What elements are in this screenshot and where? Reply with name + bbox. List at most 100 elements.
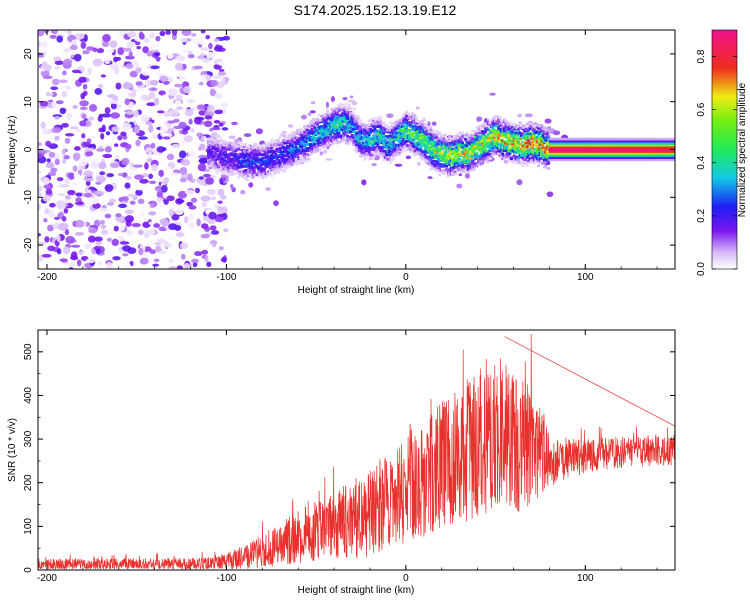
heatmap-cell xyxy=(42,177,50,185)
heatmap-cell xyxy=(524,137,528,141)
heatmap-cell xyxy=(488,142,492,146)
heatmap-cell xyxy=(583,146,586,149)
heatmap-cell xyxy=(75,128,81,133)
heatmap-cell xyxy=(251,175,255,178)
heatmap-cell xyxy=(609,137,612,141)
heatmap-cell xyxy=(150,142,156,149)
heatmap-cell xyxy=(217,165,220,169)
heatmap-cell xyxy=(517,148,520,152)
heatmap-cell xyxy=(472,161,476,165)
heatmap-cell xyxy=(373,134,377,138)
heatmap-cell xyxy=(452,158,456,161)
heatmap-cell xyxy=(49,202,56,208)
heatmap-cell xyxy=(321,141,325,144)
heatmap-cell xyxy=(293,141,296,145)
heatmap-cell xyxy=(367,119,371,123)
heatmap-cell xyxy=(403,138,407,141)
heatmap-cell xyxy=(528,157,532,161)
heatmap-cell xyxy=(476,156,480,159)
heatmap-cell xyxy=(298,145,302,148)
heatmap-cell xyxy=(508,155,512,159)
heatmap-cell xyxy=(420,138,424,142)
heatmap-cell xyxy=(494,152,497,156)
heatmap-cell xyxy=(238,166,242,169)
heatmap-cell xyxy=(160,219,170,227)
heatmap-cell xyxy=(397,122,401,125)
heatmap-cell xyxy=(222,177,227,181)
heatmap-cell xyxy=(563,144,566,147)
heatmap-cell xyxy=(208,211,217,220)
heatmap-cell xyxy=(232,162,236,166)
heatmap-cell xyxy=(613,154,617,157)
heatmap-cell xyxy=(530,136,533,139)
heatmap-cell xyxy=(607,148,611,151)
heatmap-cell xyxy=(303,140,307,143)
heatmap-cell xyxy=(507,153,510,157)
heatmap-cell xyxy=(418,143,421,146)
heatmap-cell xyxy=(350,118,354,122)
heatmap-cell xyxy=(436,142,440,145)
heatmap-cell xyxy=(553,139,556,143)
heatmap-cell xyxy=(520,154,523,157)
heatmap-cell xyxy=(534,148,538,151)
heatmap-cell xyxy=(425,144,429,147)
heatmap-cell xyxy=(337,131,341,135)
heatmap-cell xyxy=(448,163,452,167)
heatmap-cell xyxy=(478,125,482,128)
heatmap-cell xyxy=(609,146,612,149)
heatmap-cell xyxy=(242,170,246,174)
heatmap-cell xyxy=(49,230,59,238)
heatmap-cell xyxy=(62,199,71,204)
heatmap-cell xyxy=(551,139,555,143)
heatmap-cell xyxy=(114,67,120,75)
heatmap-cell xyxy=(220,232,230,239)
heatmap-cell xyxy=(379,124,383,128)
heatmap-cell xyxy=(146,30,154,34)
heatmap-cell xyxy=(357,125,361,129)
heatmap-cell xyxy=(250,151,253,155)
heatmap-cell xyxy=(504,123,508,126)
heatmap-cell xyxy=(469,161,473,165)
heatmap-cell xyxy=(560,158,563,162)
heatmap-cell xyxy=(329,131,332,134)
heatmap-cell xyxy=(505,143,509,147)
heatmap-cell xyxy=(567,158,571,162)
heatmap-cell xyxy=(428,135,431,139)
heatmap-cell xyxy=(555,146,559,149)
heatmap-cell xyxy=(547,129,551,132)
heatmap-cell xyxy=(316,139,319,143)
heatmap-cell xyxy=(611,156,615,160)
heatmap-cell xyxy=(324,116,328,119)
heatmap-cell xyxy=(364,146,368,150)
heatmap-cell xyxy=(326,110,330,114)
heatmap-cell xyxy=(435,156,439,159)
heatmap-cell xyxy=(581,158,585,162)
heatmap-cell xyxy=(486,121,490,124)
heatmap-cell xyxy=(489,130,493,134)
heatmap-cell xyxy=(308,137,312,140)
heatmap-cell xyxy=(319,125,322,129)
heatmap-cell xyxy=(263,153,266,156)
heatmap-cell xyxy=(606,158,609,162)
heatmap-cell xyxy=(273,150,276,153)
heatmap-cell xyxy=(541,135,545,139)
heatmap-cell xyxy=(343,138,347,142)
heatmap-cell xyxy=(283,157,286,161)
heatmap-cell xyxy=(597,146,601,149)
heatmap-cell xyxy=(238,171,242,175)
heatmap-cell xyxy=(456,148,460,152)
heatmap-cell xyxy=(607,142,611,145)
heatmap-cell xyxy=(180,138,185,146)
heatmap-cell xyxy=(436,148,440,151)
heatmap-cell xyxy=(432,133,436,136)
heatmap-cell xyxy=(501,144,505,147)
heatmap-cell xyxy=(468,137,472,141)
heatmap-cell xyxy=(273,171,276,175)
heatmap-cell xyxy=(604,156,608,160)
heatmap-cell xyxy=(281,134,285,138)
heatmap-cell xyxy=(610,148,614,151)
heatmap-cell xyxy=(446,156,450,160)
heatmap-cell xyxy=(558,146,562,149)
heatmap-cell xyxy=(466,159,470,162)
heatmap-cell xyxy=(250,161,253,165)
